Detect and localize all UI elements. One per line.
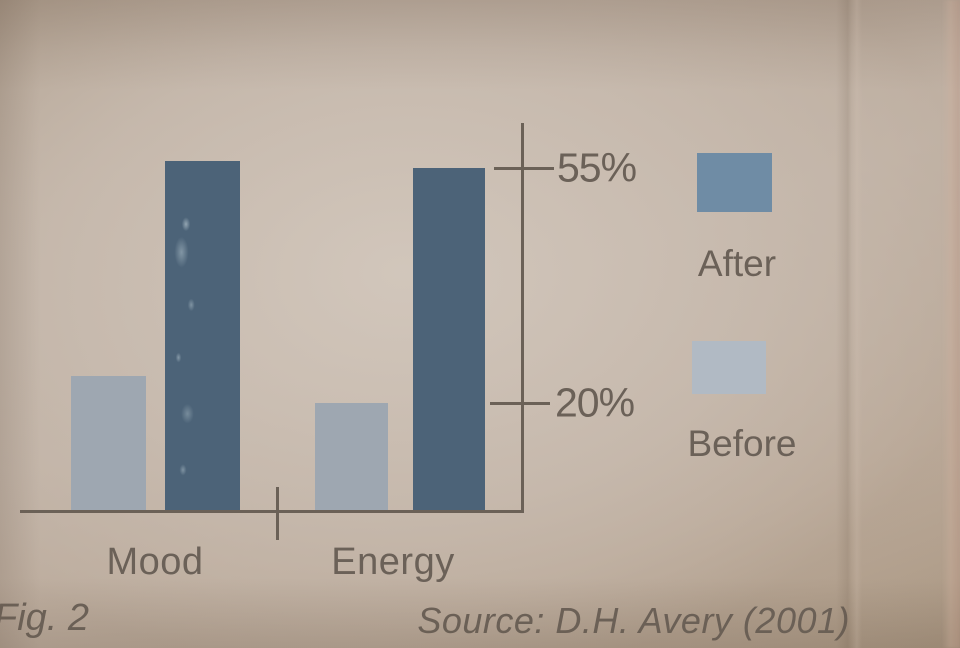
bar-mood-after — [165, 161, 240, 512]
y-tick-label-55: 55% — [557, 144, 637, 191]
y-tick-label-20: 20% — [555, 379, 635, 426]
y-tick-55 — [494, 166, 554, 170]
legend-label-after: After — [697, 243, 777, 284]
x-axis-category-tick — [276, 487, 279, 540]
category-label-energy: Energy — [331, 541, 455, 583]
x-axis-line — [20, 510, 524, 513]
page-crease-line — [836, 0, 862, 648]
bar-energy-after — [413, 168, 485, 512]
y-axis-line — [521, 123, 524, 513]
legend-label-before: Before — [687, 423, 797, 464]
photo-top-shadow — [0, 0, 960, 90]
figure-caption: Fig. 2 — [0, 597, 90, 639]
photo-left-shadow — [0, 0, 40, 648]
figure-source: Source: D.H. Avery (2001) — [417, 600, 850, 641]
bar-mood-before — [71, 376, 146, 512]
legend-swatch-after — [697, 153, 772, 212]
bar-energy-before — [315, 403, 388, 512]
y-tick-20 — [490, 401, 550, 405]
page-right-edge — [942, 0, 960, 648]
legend-swatch-before — [692, 341, 766, 394]
category-label-mood: Mood — [106, 541, 204, 583]
